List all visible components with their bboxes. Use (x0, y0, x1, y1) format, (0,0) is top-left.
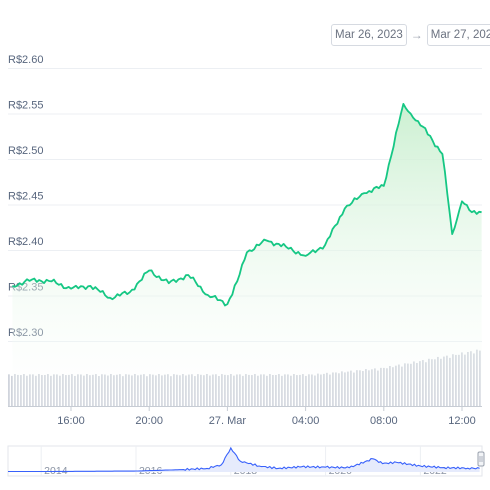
navigator-series-line (8, 446, 480, 473)
price-area-fill (12, 103, 482, 407)
y-tick-label: R$2.45 (8, 191, 43, 203)
x-tick-label: 04:00 (292, 415, 320, 427)
price-area (12, 103, 482, 407)
range-arrow-icon: → (410, 28, 423, 42)
date-from-input[interactable]: Mar 26, 2023 (331, 24, 407, 46)
volume-bar (8, 374, 10, 406)
x-tick-label: 20:00 (135, 415, 163, 427)
y-tick-label: R$2.60 (8, 54, 43, 66)
volume-bar (11, 375, 13, 406)
x-tick-label: 12:00 (448, 415, 476, 427)
x-tick-label: 08:00 (370, 415, 398, 427)
date-range-picker: Mar 26, 2023 → Mar 27, 2023 (331, 24, 490, 46)
price-series-line (12, 103, 482, 307)
time-navigator[interactable]: 20142016201820202022 (7, 445, 485, 477)
x-axis: 16:00 20:00 27. Mar 04:00 08:00 12:00 (8, 406, 482, 427)
x-tick-label: 27. Mar (209, 415, 247, 427)
date-to-input[interactable]: Mar 27, 2023 (426, 24, 490, 46)
y-tick-label: R$2.55 (8, 100, 43, 112)
navigator-handle[interactable] (477, 451, 485, 467)
navigator-area (8, 448, 480, 472)
y-tick-label: R$2.50 (8, 145, 43, 157)
x-tick-label: 16:00 (57, 415, 85, 427)
y-tick-label: R$2.40 (8, 236, 43, 248)
